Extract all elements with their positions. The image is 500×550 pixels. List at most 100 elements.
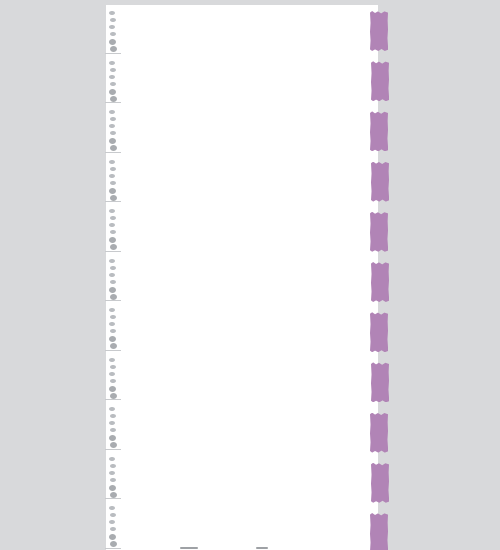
divider-tab-icon [370, 111, 388, 152]
binding-hole-icon [110, 315, 116, 320]
binding-hole-icon [109, 322, 115, 327]
binding-hole-icon [110, 541, 117, 548]
divider-tab-icon [370, 211, 388, 252]
binding-hole-icon [109, 74, 115, 79]
bottom-tick [180, 547, 198, 549]
binding-hole-icon [109, 286, 116, 293]
binding-hole-icon [110, 279, 116, 284]
binding-hole-icon [109, 506, 115, 511]
binding-hole-icon [110, 32, 116, 36]
binding-hole-icon [110, 117, 116, 122]
divider-tab-icon [370, 11, 388, 51]
binding-hole-icon [110, 194, 117, 201]
binding-hole-icon [109, 110, 115, 115]
binding-hole-icon [110, 428, 116, 433]
binding-hole-icon [109, 258, 115, 263]
binding-hole-icon [110, 95, 117, 102]
divider-tab-icon [370, 312, 388, 353]
binding-hole-icon [110, 392, 117, 399]
binding-segment [103, 104, 123, 154]
binding-hole-icon [110, 293, 117, 300]
binding-hole-icon [109, 385, 116, 392]
binding-hole-icon [109, 39, 116, 45]
tear-line [105, 448, 121, 450]
binding-segment [103, 302, 123, 352]
tear-line [105, 300, 121, 302]
binding-hole-icon [110, 513, 116, 518]
binding-hole-icon [109, 209, 115, 214]
binding-hole-icon [110, 244, 117, 251]
binding-hole-icon [110, 463, 116, 468]
binding-hole-icon [109, 470, 115, 475]
binding-hole-icon [109, 435, 116, 442]
binding-segment [103, 203, 123, 253]
binding-hole-icon [109, 11, 115, 15]
binding-hole-icon [109, 223, 115, 228]
binding-hole-icon [109, 237, 116, 244]
tear-line [105, 399, 121, 401]
binding-hole-icon [109, 336, 116, 343]
binding-segment [103, 500, 123, 550]
spiral-binding-icon [103, 5, 123, 550]
binding-hole-icon [110, 378, 116, 383]
divider-tab-icon [371, 362, 389, 403]
binding-hole-icon [110, 364, 116, 369]
divider-tab-icon [371, 161, 389, 202]
binding-hole-icon [109, 159, 115, 164]
binding-hole-icon [110, 180, 116, 185]
divider-tab-icon [370, 513, 388, 550]
binding-hole-icon [110, 414, 116, 419]
binding-segment [103, 401, 123, 451]
tear-line [105, 52, 121, 54]
binding-hole-icon [110, 527, 116, 532]
binding-segment [103, 352, 123, 402]
binding-hole-icon [110, 442, 117, 449]
binding-hole-icon [109, 407, 115, 412]
binding-hole-icon [109, 421, 115, 426]
notebook-page [106, 5, 378, 550]
binding-hole-icon [110, 491, 117, 498]
binding-segment [103, 55, 123, 105]
tear-line [105, 250, 121, 252]
binding-segment [103, 154, 123, 204]
binding-segment [103, 451, 123, 501]
binding-hole-icon [109, 534, 116, 541]
binding-hole-icon [110, 265, 116, 270]
binding-hole-icon [109, 484, 116, 491]
binding-hole-icon [110, 329, 116, 334]
binding-hole-icon [110, 67, 116, 72]
binding-hole-icon [110, 18, 116, 22]
binding-hole-icon [110, 477, 116, 482]
binding-hole-icon [109, 173, 115, 178]
divider-tab-icon [371, 61, 389, 102]
binding-hole-icon [109, 187, 116, 194]
binding-hole-icon [109, 308, 115, 313]
binding-hole-icon [110, 343, 117, 350]
binding-hole-icon [109, 138, 116, 145]
binding-hole-icon [109, 124, 115, 129]
divider-tab-icon [370, 412, 388, 453]
binding-hole-icon [109, 60, 115, 65]
binding-segment [103, 253, 123, 303]
binding-hole-icon [110, 216, 116, 221]
binding-segment [103, 5, 123, 55]
binding-hole-icon [110, 81, 116, 86]
binding-hole-icon [109, 456, 115, 461]
page-bottom-edge [106, 546, 378, 550]
tear-line [105, 102, 121, 104]
bottom-tick [256, 547, 268, 549]
tear-line [105, 547, 121, 549]
tear-line [105, 349, 121, 351]
binding-hole-icon [110, 230, 116, 235]
binding-hole-icon [109, 25, 115, 29]
binding-hole-icon [110, 166, 116, 171]
tear-line [105, 151, 121, 153]
binding-hole-icon [110, 46, 117, 52]
binding-hole-icon [109, 88, 116, 95]
binding-hole-icon [109, 520, 115, 525]
divider-tabs [370, 5, 392, 550]
binding-hole-icon [109, 357, 115, 362]
binding-hole-icon [109, 371, 115, 376]
tear-line [105, 498, 121, 500]
